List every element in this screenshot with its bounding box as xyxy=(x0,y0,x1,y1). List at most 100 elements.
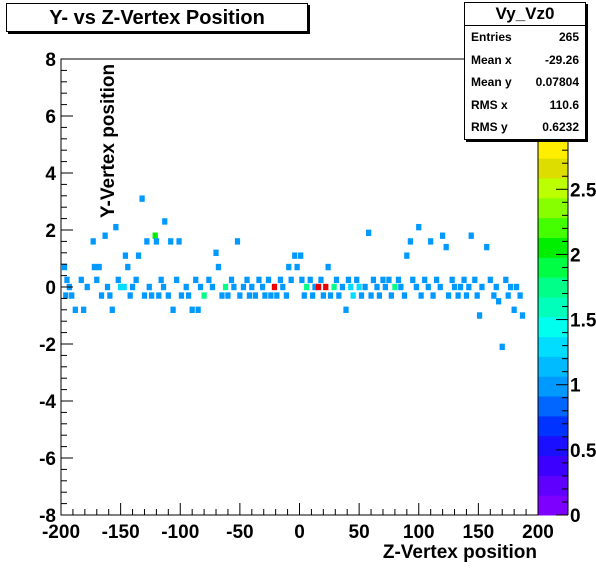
x-tick-label: -100 xyxy=(161,522,199,543)
heatmap-bin xyxy=(109,306,115,313)
heatmap-bin xyxy=(299,276,305,284)
x-tick-label: 0 xyxy=(294,522,305,543)
stats-name: Vy_Vz0 xyxy=(465,3,585,26)
heatmap-bin xyxy=(69,292,75,299)
z-tick-label: 2.5 xyxy=(570,180,596,201)
stats-value: -29.26 xyxy=(544,52,579,67)
heatmap-bin xyxy=(288,276,294,284)
heatmap-bin xyxy=(178,292,185,299)
heatmap-bin xyxy=(122,252,129,259)
heatmap-bin xyxy=(374,283,380,291)
heatmap-bin xyxy=(416,223,422,231)
palette-swatch xyxy=(538,356,568,377)
y-axis-label: Y-Vertex position xyxy=(98,64,119,218)
heatmap-bin xyxy=(94,276,100,284)
heatmap-bin xyxy=(315,283,322,291)
heatmap-bin xyxy=(388,292,394,299)
heatmap-bin xyxy=(418,292,424,299)
heatmap-bin xyxy=(430,292,436,299)
heatmap-bin xyxy=(158,276,164,284)
heatmap-bin xyxy=(434,276,440,284)
heatmap-bin xyxy=(428,238,434,245)
heatmap-bin xyxy=(183,283,189,291)
heatmap-bin xyxy=(96,263,102,271)
heatmap-bin xyxy=(237,292,243,299)
chart-title: Y- vs Z-Vertex Position xyxy=(49,7,265,29)
heatmap-bin xyxy=(461,276,467,284)
heatmap-bin xyxy=(350,292,356,299)
palette-swatch xyxy=(538,237,568,258)
heatmap-bin xyxy=(386,276,392,284)
y-tick-label: -2 xyxy=(39,335,56,356)
y-axis: -8 -6 -4 -2 0 2 4 6 8 xyxy=(39,50,73,527)
heatmap-bin xyxy=(262,292,268,299)
heatmap-bin xyxy=(174,276,180,284)
heatmap-bin xyxy=(189,306,195,313)
heatmap-bin xyxy=(234,238,241,245)
stats-label: Entries xyxy=(471,30,512,44)
palette-swatch xyxy=(538,177,568,199)
heatmap-bin xyxy=(113,223,119,231)
heatmap-bin xyxy=(90,238,96,245)
heatmap-bin xyxy=(356,283,362,291)
heatmap-bin xyxy=(327,292,334,299)
heatmap-bin xyxy=(395,276,402,284)
stats-row: Entries 265 xyxy=(465,26,585,49)
heatmap-bin xyxy=(81,306,87,313)
palette-swatch xyxy=(538,217,568,238)
heatmap-bin xyxy=(286,263,292,271)
heatmap-bin xyxy=(323,283,329,291)
heatmap-bin xyxy=(72,306,78,313)
heatmap-bin xyxy=(407,238,414,245)
heatmap-bin xyxy=(176,238,182,245)
heatmap-bin xyxy=(370,276,377,284)
heatmap-bin xyxy=(104,283,111,291)
heatmap-bin xyxy=(231,283,237,291)
heatmap-bin xyxy=(404,252,410,259)
bins-layer xyxy=(61,195,526,351)
heatmap-bin xyxy=(479,283,485,291)
y-tick-label: 6 xyxy=(45,107,56,128)
stats-box: Vy_Vz0 Entries 265 Mean x -29.26 Mean y 0.078… xyxy=(464,2,586,140)
y-tick-label: -6 xyxy=(39,449,56,470)
heatmap-bin xyxy=(345,276,352,284)
heatmap-bin xyxy=(201,292,207,299)
heatmap-bin xyxy=(160,283,167,291)
heatmap-bin xyxy=(185,292,192,299)
heatmap-bin xyxy=(348,283,354,291)
x-tick-label: -50 xyxy=(226,522,253,543)
stats-row: Mean x -29.26 xyxy=(465,49,585,72)
stats-row: Mean y 0.07804 xyxy=(465,71,585,94)
heatmap-bin xyxy=(274,292,280,299)
heatmap-bin xyxy=(256,276,262,284)
heatmap-bin xyxy=(333,276,340,284)
heatmap-bin xyxy=(292,252,298,259)
heatmap-bin xyxy=(455,292,461,299)
heatmap-bin xyxy=(152,232,158,239)
palette-swatch xyxy=(538,455,568,476)
heatmap-bin xyxy=(312,283,318,291)
heatmap-bin xyxy=(127,292,133,299)
heatmap-bin xyxy=(380,276,386,284)
heatmap-bin xyxy=(354,276,360,284)
heatmap-bin xyxy=(121,283,127,291)
x-tick-label: 50 xyxy=(349,522,370,543)
palette-swatch xyxy=(538,415,568,437)
heatmap-bin xyxy=(343,306,349,313)
heatmap-bin xyxy=(280,283,286,291)
heatmap-bin xyxy=(298,252,304,259)
heatmap-bin xyxy=(294,263,300,271)
heatmap-bin xyxy=(487,276,493,284)
heatmap-bin xyxy=(102,232,108,239)
heatmap-bin xyxy=(153,238,160,245)
heatmap-bin xyxy=(449,276,455,284)
palette-swatch xyxy=(538,197,568,219)
stats-rows: Entries 265 Mean x -29.26 Mean y 0.07804 RMS x… xyxy=(465,26,585,139)
x-tick-label: -200 xyxy=(42,522,80,543)
heatmap-bin xyxy=(463,292,470,299)
y-tick-label: -8 xyxy=(39,506,56,527)
heatmap-bin xyxy=(484,243,490,251)
heatmap-bin xyxy=(170,306,176,313)
stats-value: 0.07804 xyxy=(535,75,579,90)
heatmap-bin xyxy=(320,292,326,299)
